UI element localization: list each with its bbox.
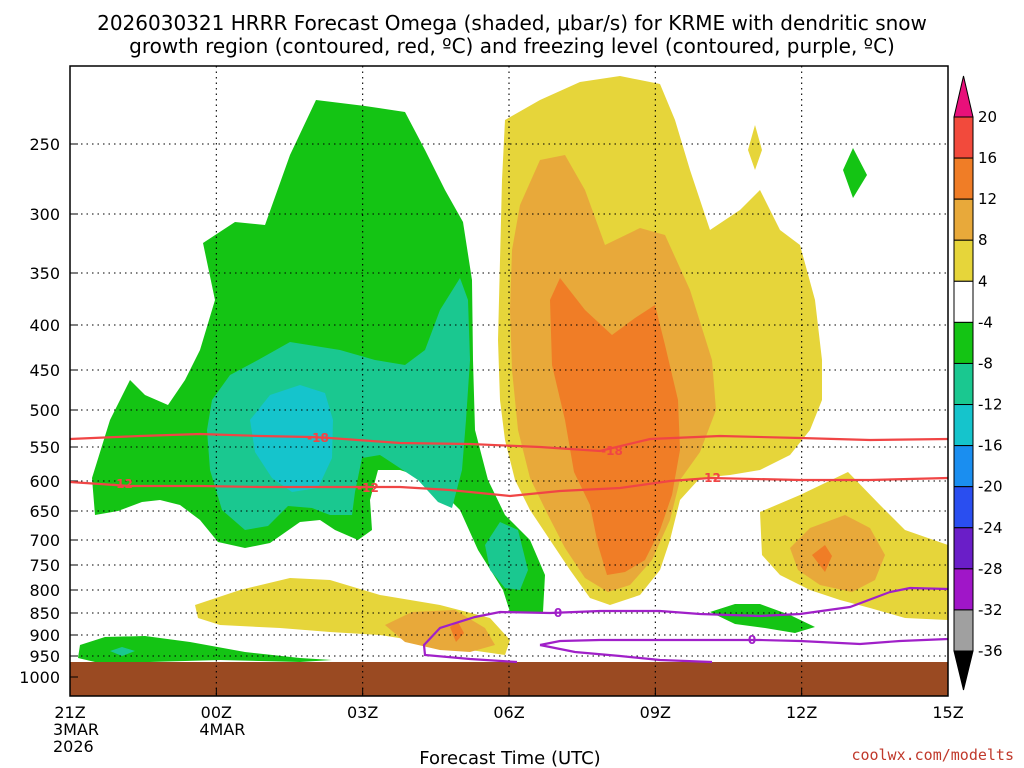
contour-label-0: 0: [748, 633, 756, 647]
colorbar-swatch: [953, 116, 974, 159]
colorbar-swatch: [953, 568, 974, 611]
omega-region-neg16: [250, 385, 333, 492]
colorbar-label: -20: [978, 478, 1003, 496]
colorbar-swatch: [953, 75, 974, 118]
omega-region-neg8: [843, 148, 867, 198]
y-tick-label: 350: [29, 264, 60, 283]
y-tick-label: 450: [29, 361, 60, 380]
y-tick-label: 900: [29, 626, 60, 645]
omega-region-12: [812, 545, 832, 572]
omega-region-12: [450, 622, 464, 642]
y-tick-label: 550: [29, 438, 60, 457]
contour-freezing-level: [422, 586, 949, 664]
y-tick-label: 250: [29, 135, 60, 154]
colorbar-swatch: [953, 321, 974, 364]
contour-label-12: -12: [699, 471, 721, 485]
x-tick-label: 21Z: [54, 703, 85, 722]
y-tick-label: 600: [29, 472, 60, 491]
colorbar-swatch: [953, 609, 974, 652]
x-tick-label: 03Z: [347, 703, 378, 722]
chart-title-line2: growth region (contoured, red, ºC) and f…: [129, 34, 895, 58]
contour-dendritic-upper: [69, 476, 949, 498]
colorbar-swatch: [953, 404, 974, 447]
colorbar-swatch: [953, 362, 974, 406]
y-tick-label: 650: [29, 502, 60, 521]
contour-label-18: -18: [307, 431, 329, 445]
colorbar-label: 16: [978, 149, 997, 167]
colorbar-swatch: [953, 198, 974, 241]
x-tick-label: 09Z: [640, 703, 671, 722]
contour-label-18: -18: [601, 444, 623, 458]
x-tick-label: 12Z: [786, 703, 817, 722]
contour-freezing-level: [539, 643, 713, 664]
omega-region-neg12: [485, 522, 528, 590]
contour-freezing-level: [539, 637, 949, 647]
colorbar-swatch: [953, 280, 974, 323]
x-tick-date: 3MAR: [53, 720, 99, 739]
colorbar-label: -28: [978, 560, 1003, 578]
omega-region-8: [790, 515, 885, 592]
omega-region-12: [550, 278, 680, 575]
omega-region-4: [748, 125, 762, 170]
y-tick-label: 300: [29, 205, 60, 224]
y-tick-label: 700: [29, 531, 60, 550]
colorbar-label: -24: [978, 519, 1003, 537]
y-tick-label: 850: [29, 604, 60, 623]
contour-labels: -18 -18 -12 -12 -12 0 0: [111, 431, 756, 647]
contour-label-0: 0: [554, 606, 562, 620]
chart-title-line1: 2026030321 HRRR Forecast Omega (shaded, …: [97, 11, 927, 35]
colorbar-swatch: [953, 486, 974, 529]
y-tick-label: 500: [29, 401, 60, 420]
colorbar-label: 12: [978, 190, 997, 208]
x-tick-year: 2026: [53, 737, 94, 756]
colorbar-label: -36: [978, 642, 1003, 660]
colorbar: 20 16 12 8 4 -4 -8 -12 -16 -20 -24 -28 -32 -36: [953, 75, 1003, 691]
credit-text: coolwx.com/modelts: [851, 746, 1014, 764]
x-axis-label: Forecast Time (UTC): [419, 748, 600, 768]
colorbar-swatch: [953, 445, 974, 488]
contour-label-12: -12: [111, 477, 133, 491]
contour-lines: [69, 432, 949, 664]
x-tick-label: 06Z: [493, 703, 524, 722]
colorbar-label: -16: [978, 437, 1003, 455]
plot-frame: [69, 65, 949, 697]
omega-region-neg12: [110, 647, 135, 656]
y-tick-label: 950: [29, 647, 60, 666]
y-tick-label: 750: [29, 556, 60, 575]
x-tick-label: 15Z: [932, 703, 963, 722]
colorbar-swatch: [953, 239, 974, 282]
y-axis-ticks: 250 300 350 400 450 500 550 600 650 700 750 800 850 9…: [19, 135, 78, 687]
colorbar-label: -4: [978, 313, 993, 331]
x-tick-label: 00Z: [201, 703, 232, 722]
contour-dendritic-lower: [69, 432, 949, 453]
colorbar-label: -32: [978, 601, 1003, 619]
contour-label-12: -12: [357, 481, 379, 495]
x-tick-date: 4MAR: [199, 720, 245, 739]
y-tick-label: 1000: [19, 668, 60, 687]
colorbar-label: 8: [978, 231, 988, 249]
colorbar-label: 4: [978, 272, 988, 290]
colorbar-swatch: [953, 527, 974, 570]
colorbar-swatch: [953, 650, 974, 691]
y-tick-label: 400: [29, 316, 60, 335]
omega-region-neg8: [710, 604, 815, 633]
colorbar-label: 20: [978, 108, 997, 126]
colorbar-label: -8: [978, 354, 993, 372]
colorbar-label: -12: [978, 396, 1003, 414]
colorbar-swatch: [953, 157, 974, 200]
y-tick-label: 800: [29, 581, 60, 600]
